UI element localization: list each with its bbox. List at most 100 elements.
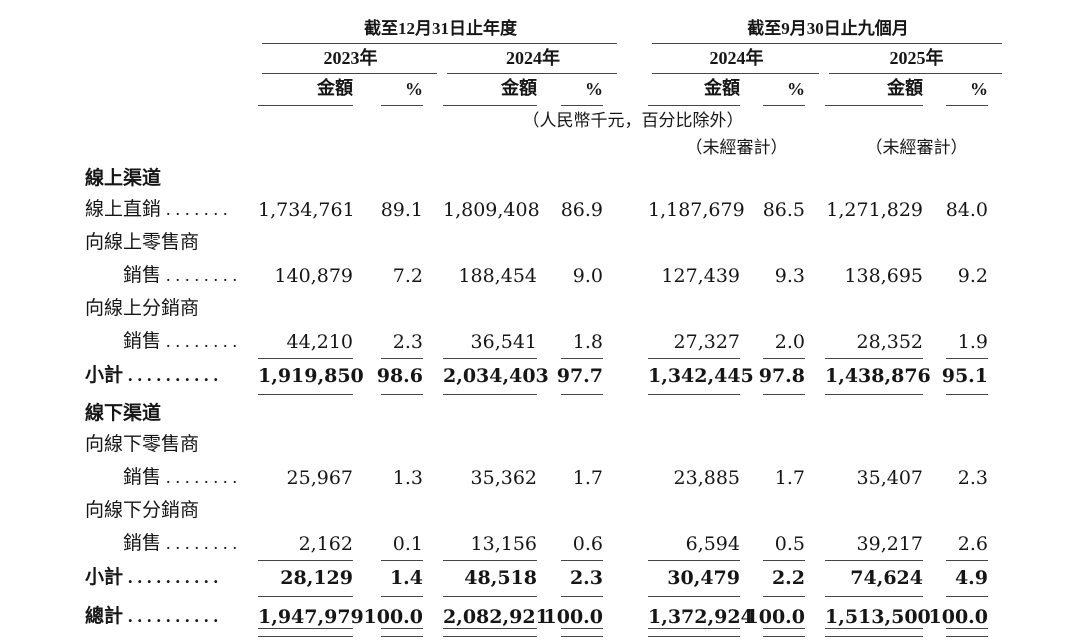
column-spacer [623,326,648,359]
percent-cell: 1.4 [353,561,443,597]
amount-cell: 1,919,850 [258,359,364,395]
amount-cell: 48,518 [443,561,537,597]
row-label: 銷售........ [123,533,243,554]
percent-cell: 0.6 [537,528,623,561]
percent-cell: 0.5 [740,528,825,561]
section-label-offline: 線下渠道 [85,403,162,424]
percent-cell: 2.3 [353,326,443,359]
amount-cell: 1,187,679 [648,199,745,221]
amount-cell: 6,594 [648,528,740,561]
col-header-amount: 金額 [443,74,537,106]
percent-cell: 0.1 [353,528,443,561]
column-spacer [623,44,648,74]
amount-cell: 35,362 [470,467,537,489]
table-row: 小計.......... 1,919,850 98.6 2,034,403 97… [85,359,1008,395]
row-label: 銷售........ [123,331,243,352]
table-row: 銷售........ 2,162 0.1 13,156 0.6 6,594 0.… [85,528,1008,561]
dot-leader: ........ [166,533,243,553]
amount-cell: 36,541 [443,326,537,359]
dot-leader: ........ [166,331,243,351]
column-spacer [623,194,648,227]
percent-cell: 97.7 [537,359,623,395]
col-header-amount: 金額 [648,74,740,106]
spacer [85,74,258,106]
col-header-percent: % [353,74,443,106]
column-spacer [623,133,648,160]
dot-leader: .......... [128,365,224,385]
amount-cell: 1,734,761 [258,199,355,221]
dot-leader: .......... [128,567,224,587]
percent-cell: 100.0 [353,597,443,637]
amount-cell: 44,210 [258,326,353,359]
percent-cell: 86.5 [762,199,805,221]
year-header-2023: 2023年 [258,44,443,74]
spacer [258,495,1008,528]
spacer [258,395,1008,429]
units-note: （人民幣千元，百分比除外） [522,111,744,130]
amount-cell: 140,879 [274,265,353,287]
spacer [258,160,1008,194]
dot-leader: ........ [166,467,243,487]
table-row: 向線上分銷商 [85,293,1008,326]
percent-cell: 100.0 [923,597,1008,637]
amount-cell: 27,327 [648,326,740,359]
total-label: 總計.......... [85,606,224,627]
percent-cell: 1.9 [923,326,1008,359]
amount-cell: 28,352 [825,326,923,359]
percent-cell: 98.6 [353,359,443,395]
percent-cell: 1.8 [537,326,623,359]
percent-cell: 2.3 [537,561,623,597]
table-row: 銷售........ 140,879 7.2 188,454 9.0 127,4… [85,260,1008,293]
column-spacer [623,528,648,561]
amount-cell: 74,624 [825,561,923,597]
table-row: 向線下零售商 [85,429,1008,462]
spacer [85,44,258,74]
amount-cell: 39,217 [825,528,923,561]
percent-cell: 2.2 [740,561,825,597]
table-row: 線上直銷....... 1,734,761 89.1 1,809,408 86.… [85,194,1008,227]
col-header-amount: 金額 [825,74,923,106]
amount-cell: 30,479 [648,561,740,597]
table-row: 向線上零售商 [85,227,1008,260]
amount-cell: 25,967 [286,467,353,489]
amount-cell: 1,513,500 [825,597,931,637]
amount-cell: 127,439 [661,265,740,287]
col-header-percent: % [740,74,825,106]
percent-cell: 100.0 [740,597,825,637]
unaudited-note: （未經審計） [865,138,968,157]
column-spacer [623,561,648,597]
percent-cell: 100.0 [537,597,623,637]
table-row: 2023年 2024年 2024年 2025年 [85,44,1008,74]
amount-cell: 13,156 [443,528,537,561]
column-spacer [623,462,648,495]
percent-cell: 9.0 [572,265,603,287]
amount-cell: 2,034,403 [443,359,549,395]
table-row: 金額 % 金額 % 金額 % 金額 % [85,74,1008,106]
col-header-percent: % [537,74,623,106]
row-label: 向線上分銷商 [85,298,200,319]
percent-cell: 9.2 [957,265,988,287]
amount-cell: 23,885 [673,467,740,489]
year-header-2025-9m: 2025年 [825,44,1008,74]
amount-cell: 1,271,829 [826,199,923,221]
period-header-nine-months: 截至9月30日止九個月 [648,14,1008,44]
table-row: （未經審計） （未經審計） [85,133,1008,160]
spacer [258,429,1008,462]
amount-cell: 188,454 [458,265,537,287]
column-spacer [623,359,648,395]
row-label: 向線下分銷商 [85,500,200,521]
column-spacer [623,14,648,44]
column-spacer [623,260,648,293]
percent-cell: 4.9 [923,561,1008,597]
amount-cell: 1,342,445 [648,359,754,395]
percent-cell: 97.8 [740,359,825,395]
spacer [85,14,258,44]
subtotal-label: 小計.......... [85,365,224,386]
spacer [85,106,258,133]
table-row: 線上渠道 [85,160,1008,194]
col-header-percent: % [923,74,1008,106]
row-label: 向線上零售商 [85,232,200,253]
table-row: 線下渠道 [85,395,1008,429]
dot-leader: .......... [128,606,224,626]
percent-cell: 2.3 [957,467,988,489]
